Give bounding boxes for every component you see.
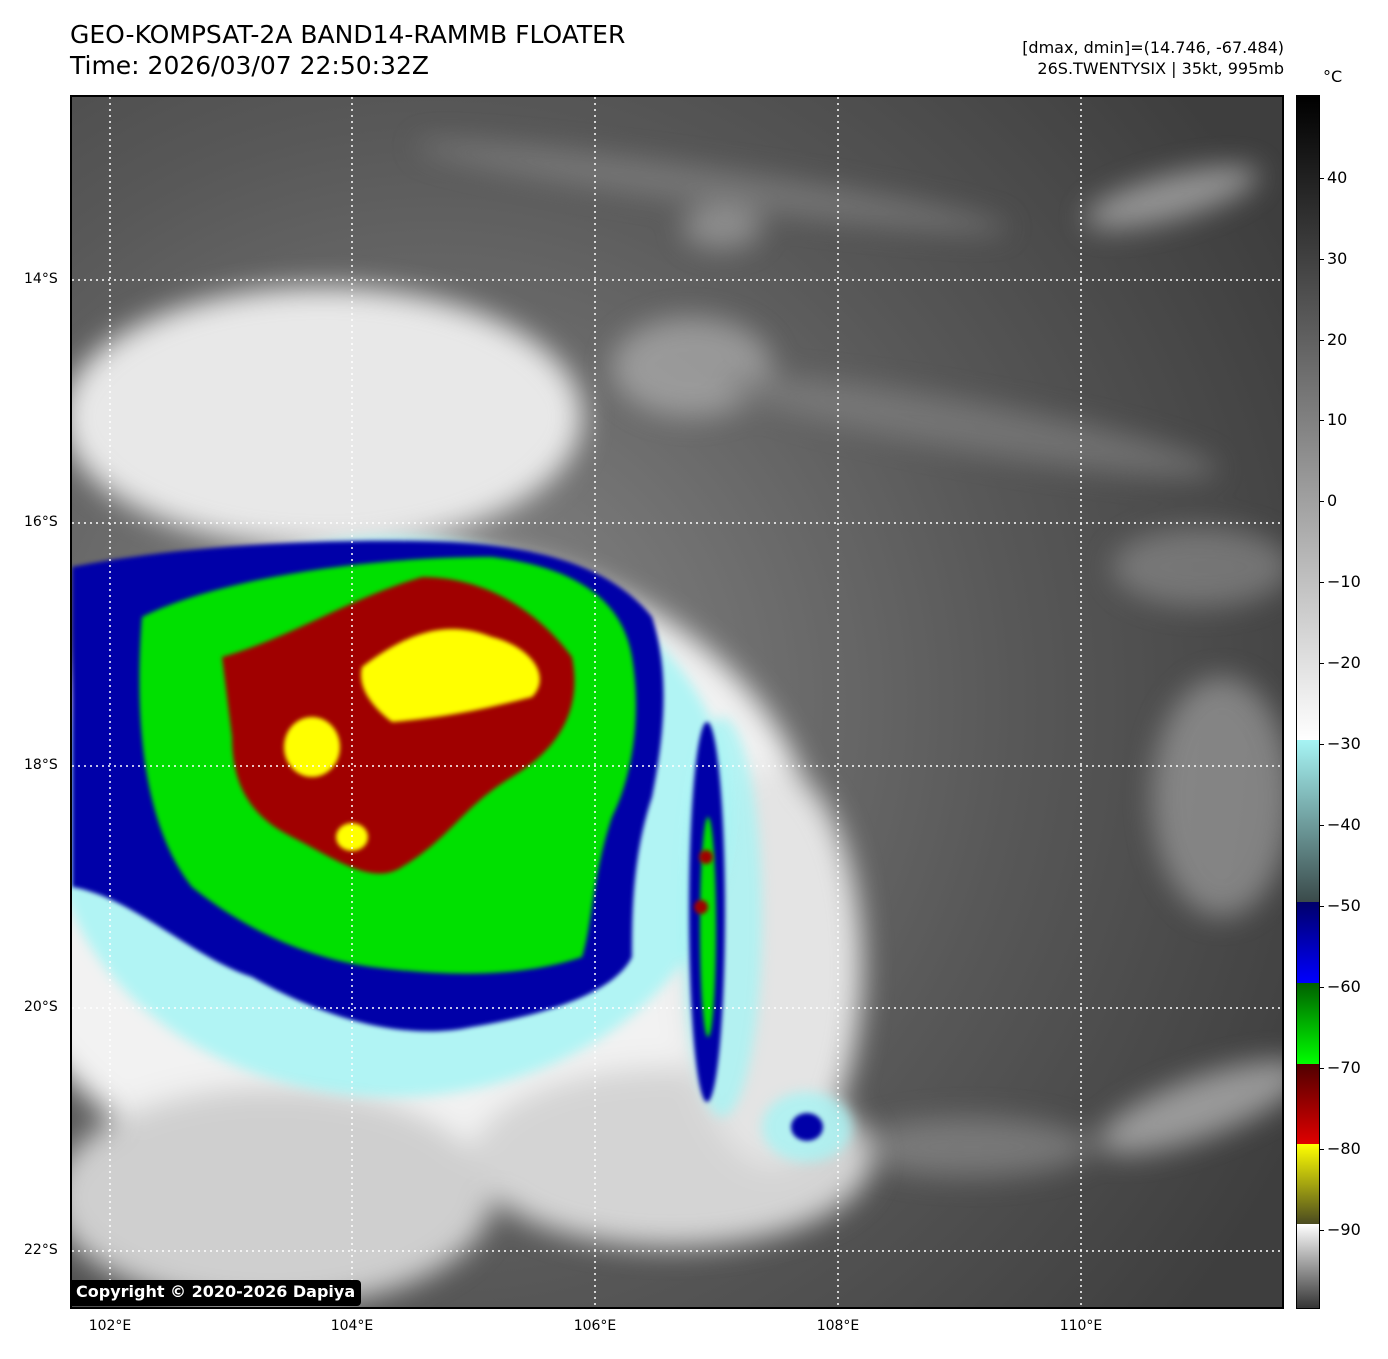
colorbar-tick: −60 [1327,978,1361,996]
lat-label-22s: 22°S [24,1242,58,1258]
colorbar-tick: −90 [1327,1221,1361,1239]
colorbar-tickmark [1320,1149,1324,1150]
colorbar-tickmark [1320,663,1324,664]
colorbar-tickmark [1320,906,1324,907]
colorbar-tick: 40 [1327,169,1347,187]
colorbar-tickmark [1320,340,1324,341]
colorbar-tick: −30 [1327,735,1361,753]
satellite-image [70,95,1284,1309]
lon-label-104e: 104°E [331,1318,374,1334]
colorbar-tickmark [1320,987,1324,988]
colorbar-tick: 0 [1327,492,1337,510]
satellite-imagery [72,97,1282,1307]
lat-label-16s: 16°S [24,514,58,530]
colorbar-tick: 10 [1327,411,1347,429]
colorbar-tickmark [1320,744,1324,745]
colorbar-tick: −70 [1327,1059,1361,1077]
copyright-badge: Copyright © 2020-2026 Dapiya [71,1280,361,1306]
lon-label-106e: 106°E [574,1318,617,1334]
colorbar-tick: −40 [1327,816,1361,834]
colorbar-tickmark [1320,259,1324,260]
colorbar-tick: 30 [1327,250,1347,268]
map-title: GEO-KOMPSAT-2A BAND14-RAMMB FLOATER [70,20,625,50]
lon-label-108e: 108°E [817,1318,860,1334]
colorbar-tickmark [1320,420,1324,421]
lat-label-20s: 20°S [24,999,58,1015]
colorbar-tick: −20 [1327,654,1361,672]
colorbar-tickmark [1320,501,1324,502]
lon-label-102e: 102°E [89,1318,132,1334]
colorbar-unit: °C [1323,68,1342,86]
data-range-text: [dmax, dmin]=(14.746, -67.484) [1022,38,1284,58]
colorbar-gradient [1297,96,1320,1309]
lon-label-110e: 110°E [1060,1318,1103,1334]
colorbar-tick: −50 [1327,897,1361,915]
colorbar-tickmark [1320,1068,1324,1069]
colorbar-tickmark [1320,582,1324,583]
map-time: Time: 2026/03/07 22:50:32Z [70,51,429,81]
storm-info-text: 26S.TWENTYSIX | 35kt, 995mb [1037,59,1284,79]
colorbar-tickmark [1320,825,1324,826]
lat-label-18s: 18°S [24,757,58,773]
colorbar-tick: 20 [1327,331,1347,349]
colorbar-tick: −10 [1327,573,1361,591]
colorbar-tick: −80 [1327,1140,1361,1158]
colorbar-tickmark [1320,1230,1324,1231]
colorbar [1296,95,1320,1309]
colorbar-tickmark [1320,178,1324,179]
lat-label-14s: 14°S [24,271,58,287]
